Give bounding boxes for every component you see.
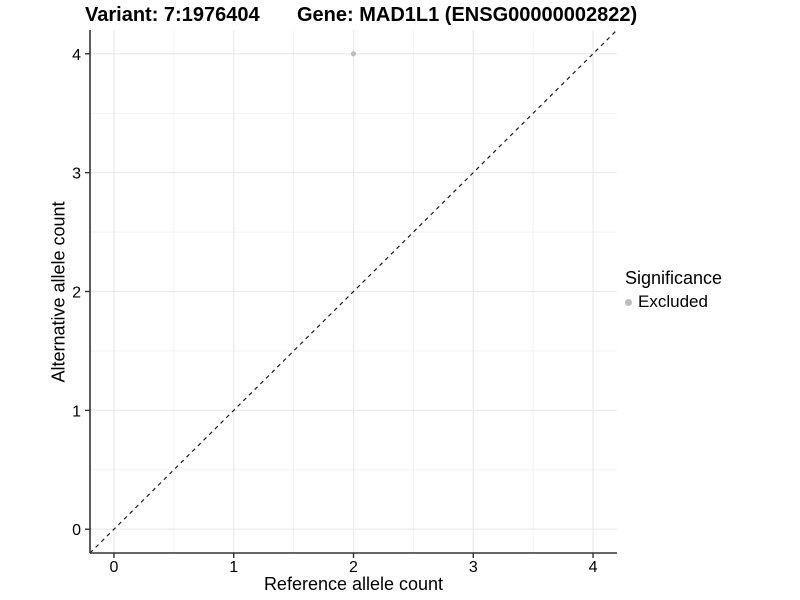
y-tick-label-0: 0 xyxy=(72,522,81,539)
legend: Significance Excluded xyxy=(625,268,722,312)
excluded-point-icon xyxy=(625,298,632,306)
y-axis-title: Alternative allele count xyxy=(48,201,69,383)
x-tick-label-2: 2 xyxy=(349,559,358,576)
x-tick-label-0: 0 xyxy=(110,559,119,576)
x-axis-title: Reference allele count xyxy=(263,574,444,594)
y-tick-label-2: 2 xyxy=(72,285,81,302)
y-tick-label-1: 1 xyxy=(72,403,81,420)
legend-item-label: Excluded xyxy=(638,292,708,311)
gene-title: Gene: MAD1L1 (ENSG00000002822) xyxy=(297,4,638,26)
x-tick-label-1: 1 xyxy=(229,559,238,576)
legend-title: Significance xyxy=(625,268,723,288)
y-tick-label-4: 4 xyxy=(72,47,81,64)
variant-title: Variant: 7:1976404 xyxy=(85,4,260,26)
x-tick-label-3: 3 xyxy=(469,559,478,576)
legend-item-excluded: Excluded xyxy=(625,292,722,312)
identity-line xyxy=(89,29,618,554)
data-point-excluded xyxy=(350,51,357,57)
y-tick-label-3: 3 xyxy=(72,166,81,183)
x-tick-label-4: 4 xyxy=(589,559,598,576)
